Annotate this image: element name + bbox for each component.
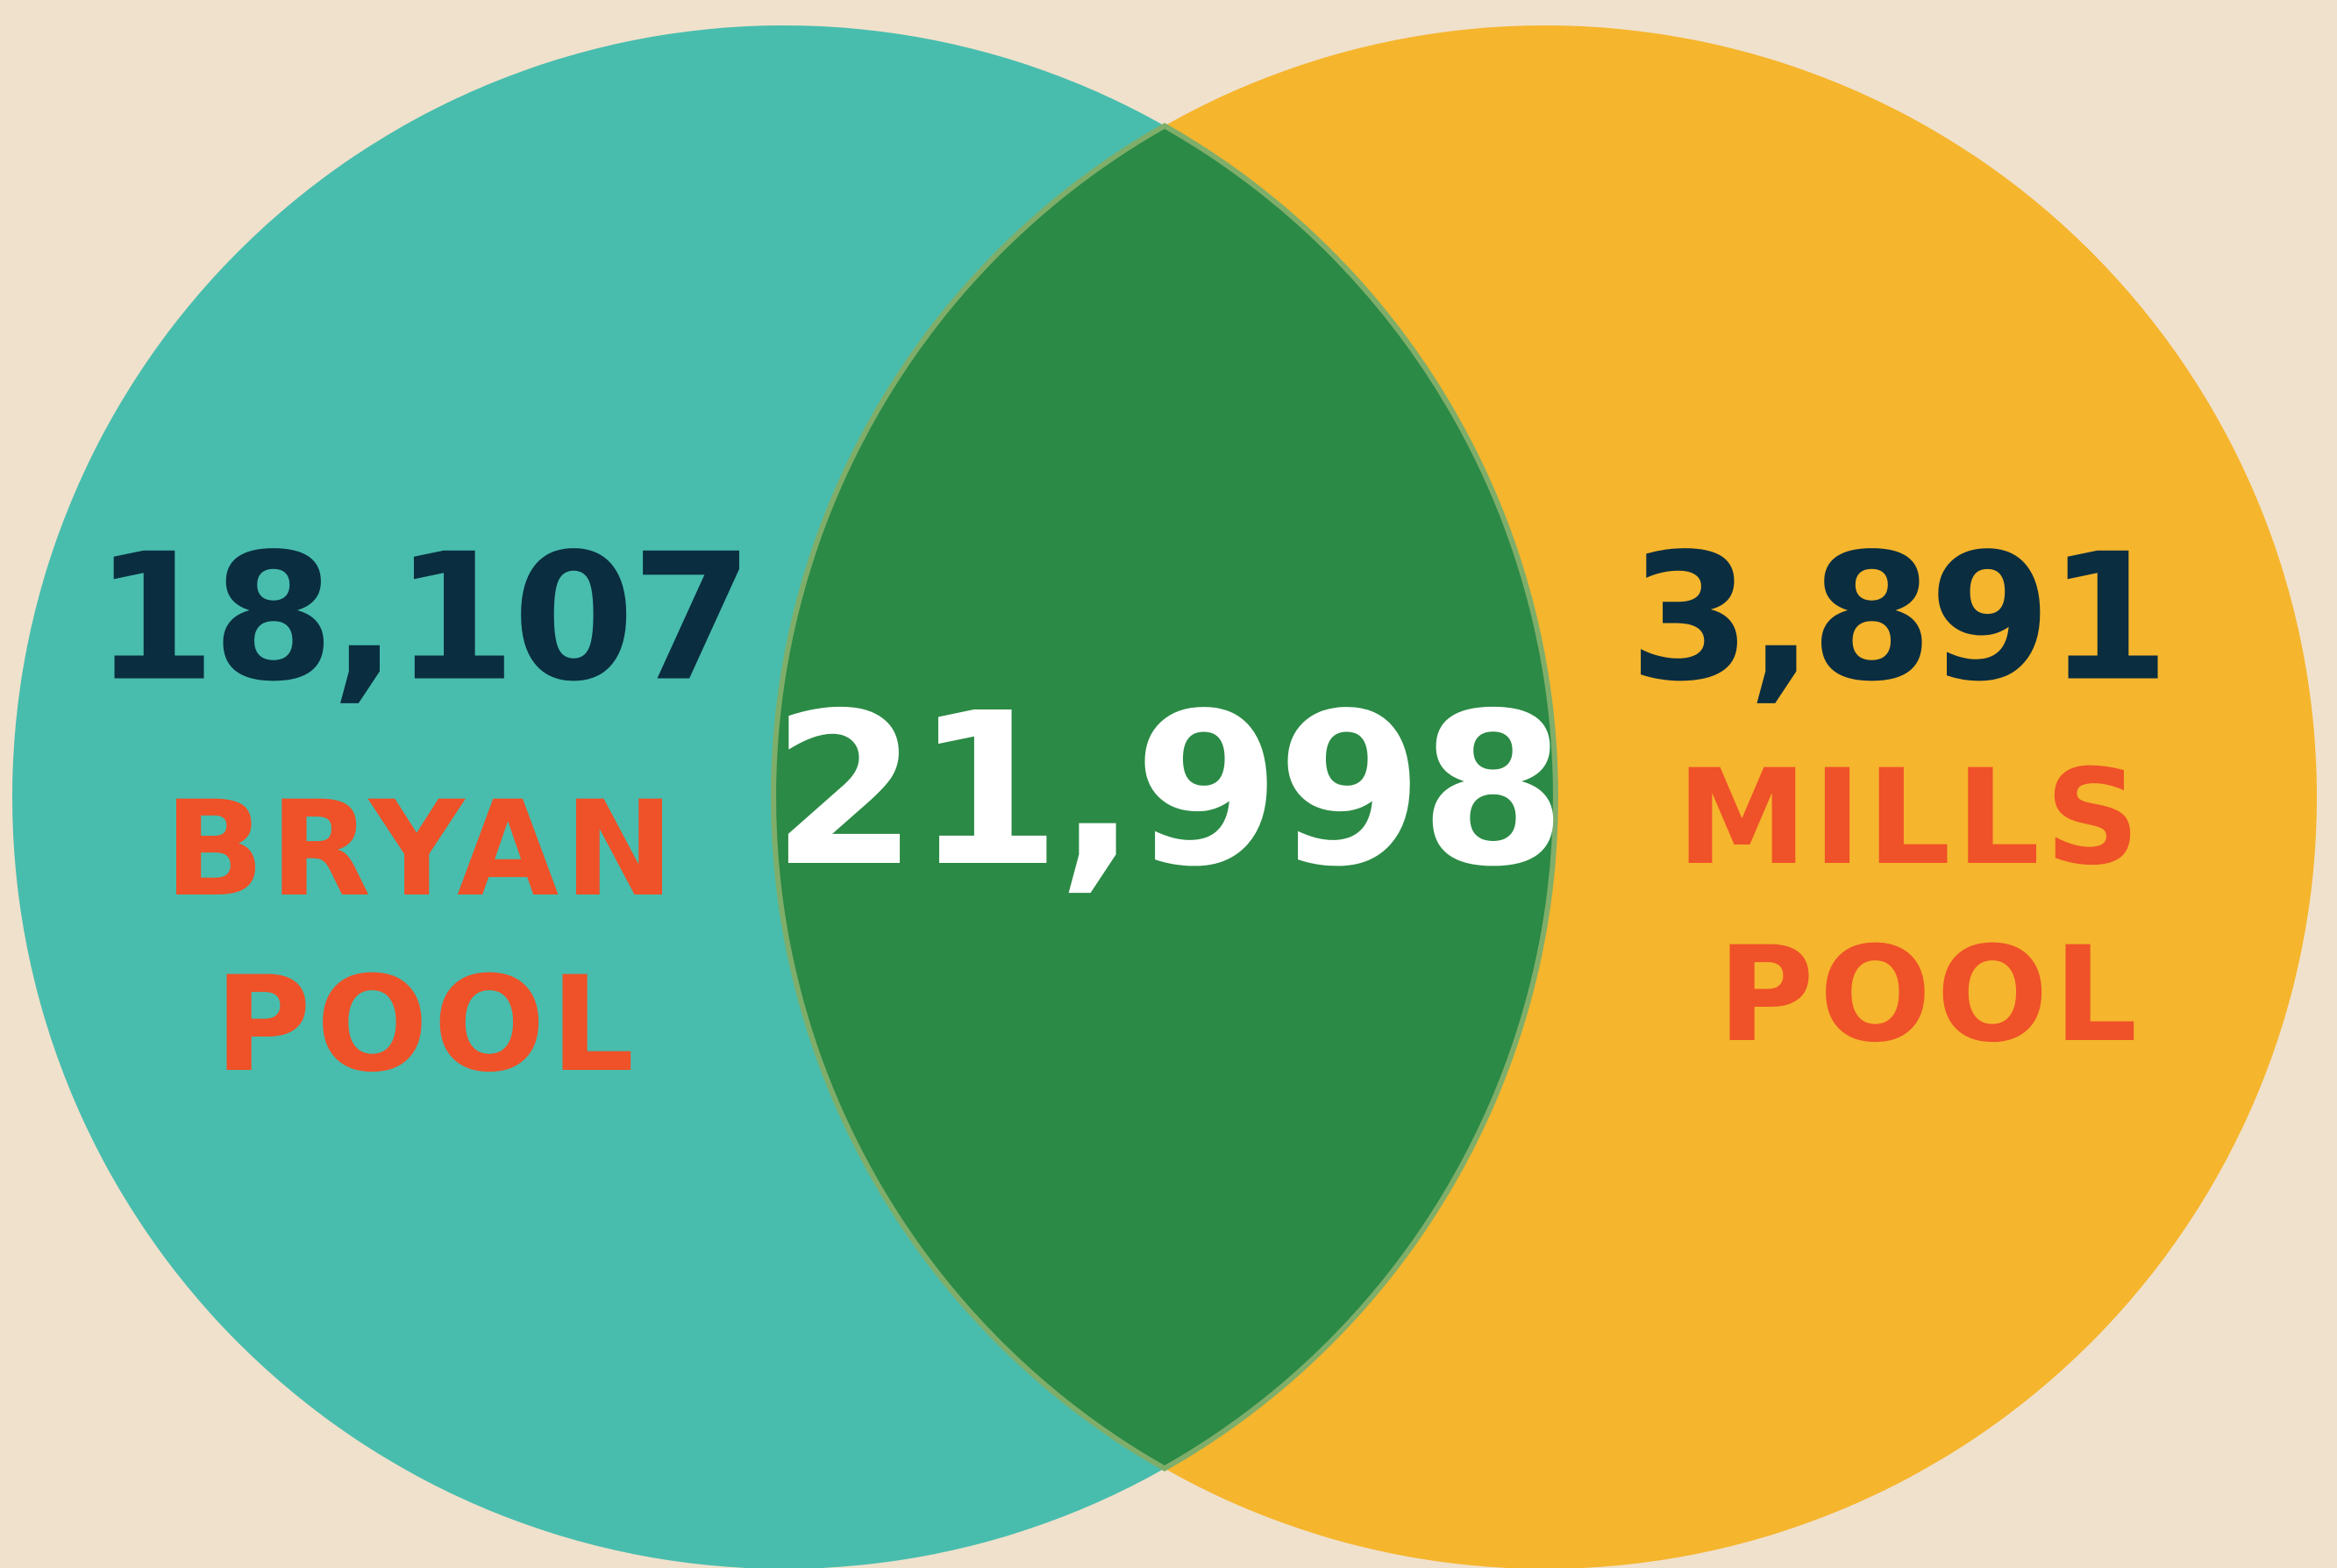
left-count: 18,107	[94, 517, 750, 721]
right-label-line: MILLS	[1677, 742, 2145, 894]
right-count: 3,891	[1629, 517, 2167, 721]
intersection-count: 21,998	[772, 667, 1563, 913]
left-label-line: POOL	[215, 949, 640, 1101]
right-label-line: POOL	[1718, 919, 2143, 1072]
left-label-line: BRYAN	[164, 773, 680, 926]
intersection	[771, 123, 1558, 1472]
